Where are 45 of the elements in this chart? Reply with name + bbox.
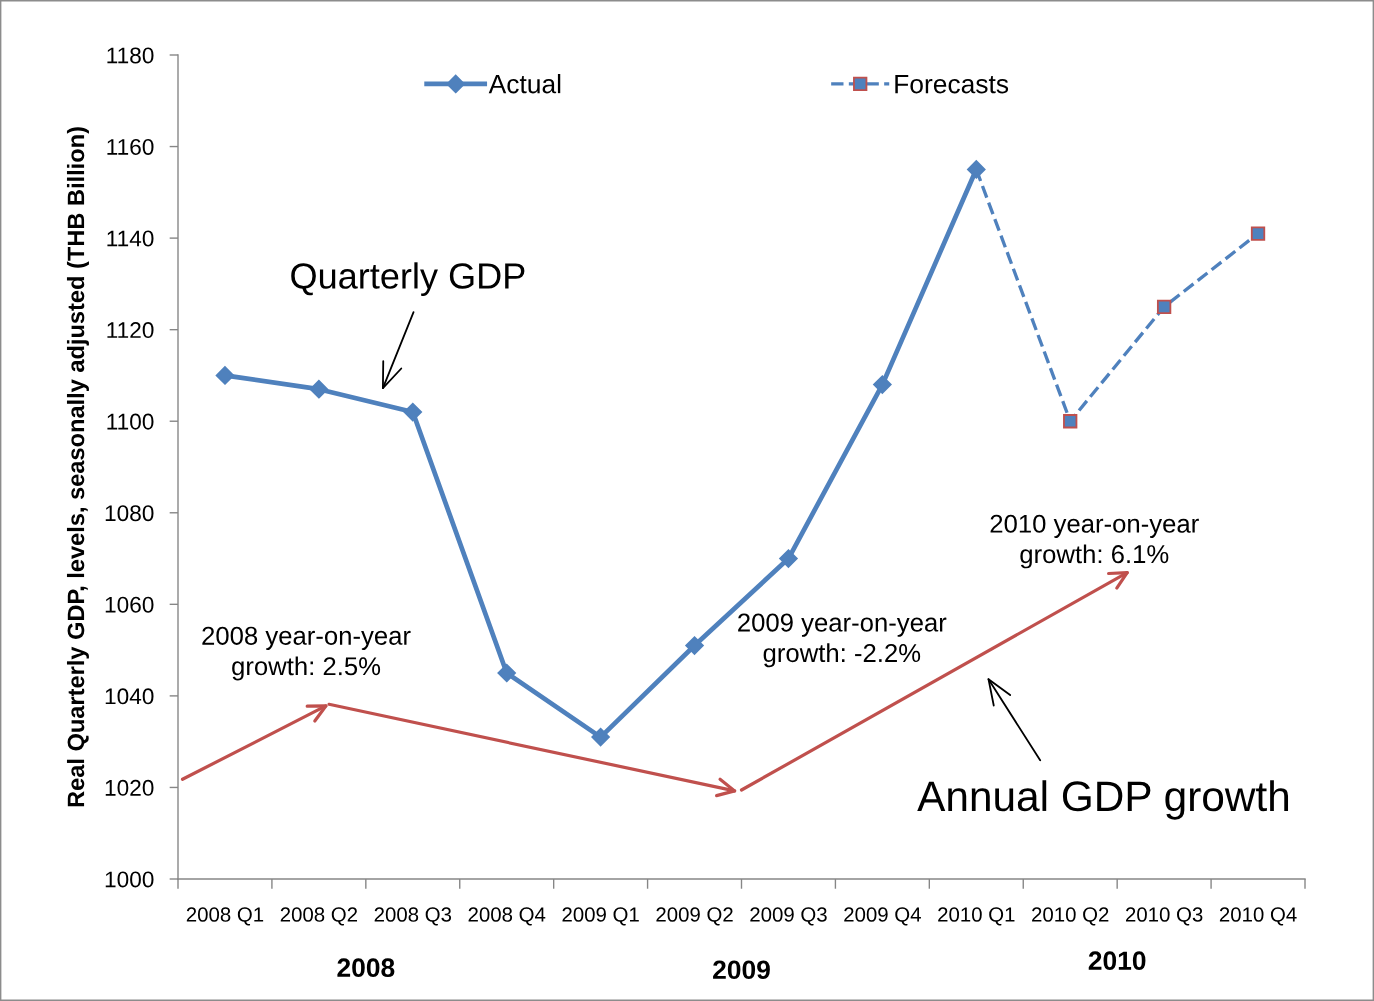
- x-tick-label: 2009 Q4: [844, 907, 921, 926]
- y-tick-label: 1080: [105, 505, 154, 522]
- x-tick-label: 2010 Q2: [1032, 907, 1109, 926]
- x-tick-label: 2010 Q4: [1219, 907, 1297, 926]
- y-tick-label: 1160: [107, 138, 154, 155]
- annotation: Annual GDP growth: [917, 780, 1289, 820]
- x-tick-label: 2010 Q3: [1125, 907, 1203, 926]
- point: [497, 663, 516, 683]
- x-tick-label: 2008 Q3: [374, 907, 452, 926]
- y-tick-label: 1100: [107, 413, 154, 430]
- y-tick-label: 1020: [105, 779, 154, 796]
- point: [403, 402, 423, 422]
- annotation: 2010 year-on-year growth: 6.1%: [990, 514, 1199, 569]
- text: 2010: [1088, 951, 1146, 971]
- legend-label: Actual: [488, 74, 561, 94]
- x-tick-label: 2010 Q1: [938, 907, 1015, 926]
- point: [1063, 414, 1078, 429]
- annotation: 2009 year-on-year growth: -2.2%: [738, 613, 947, 668]
- point: [1250, 226, 1266, 241]
- annotation: Quarterly GDP: [291, 262, 525, 296]
- x-tick-label: 2009 Q1: [562, 907, 639, 926]
- y-axis-title: Real Quarterly GDP, levels, seasonally adjusted (THB Billion): [66, 127, 89, 807]
- text: 2008: [337, 958, 395, 978]
- annotation: 2008 year-on-year growth: 2.5%: [202, 626, 411, 681]
- point: [1156, 299, 1172, 314]
- y-tick-label: 1060: [105, 596, 154, 613]
- x-tick-label: 2008 Q2: [280, 907, 358, 926]
- y-tick-label: 1180: [107, 47, 154, 64]
- y-tick-label: 1000: [105, 871, 154, 888]
- point: [685, 636, 704, 655]
- text: 2009: [713, 960, 770, 980]
- y-tick-label: 1120: [107, 322, 154, 339]
- x-tick-label: 2009 Q2: [656, 907, 733, 926]
- y-tick-label: 1040: [105, 688, 154, 705]
- point: [967, 160, 986, 179]
- point: [873, 375, 892, 394]
- x-tick-label: 2008 Q1: [186, 907, 264, 926]
- y-tick-label: 1140: [107, 230, 154, 247]
- legend-label: Forecasts: [895, 74, 1009, 94]
- point: [309, 379, 329, 399]
- x-tick-label: 2008 Q4: [468, 907, 546, 926]
- point: [591, 727, 610, 747]
- x-tick-label: 2009 Q3: [750, 907, 827, 926]
- point: [779, 549, 798, 568]
- point: [215, 366, 235, 385]
